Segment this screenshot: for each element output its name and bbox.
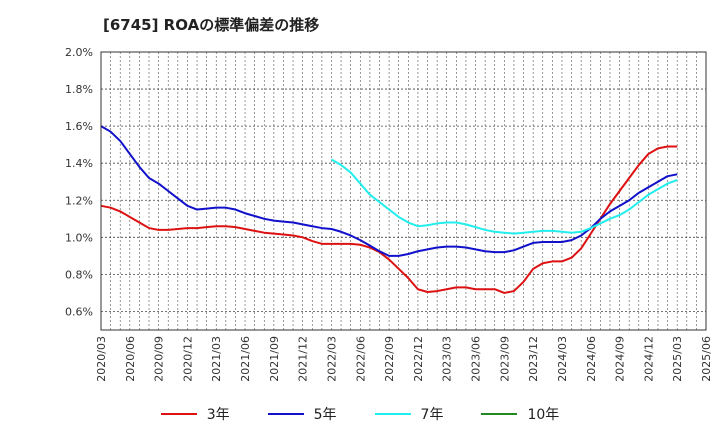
- x-tick-label: 2023/03: [441, 336, 454, 382]
- legend-label-7y: 7年: [420, 407, 444, 423]
- x-tick-label: 2020/09: [153, 336, 166, 382]
- legend-item-7y: 7年: [374, 404, 444, 424]
- y-tick-label: 1.4%: [65, 157, 93, 170]
- y-tick-label: 1.2%: [65, 194, 93, 207]
- x-tick-label: 2025/03: [671, 336, 684, 382]
- x-tick-label: 2022/09: [383, 336, 396, 382]
- plot-area: [101, 52, 706, 330]
- x-tick-label: 2022/03: [325, 336, 338, 382]
- x-tick-label: 2021/12: [297, 336, 310, 382]
- legend-swatch-7y: [374, 413, 411, 415]
- frame-layer: [100, 51, 707, 331]
- legend: 3年 5年 7年 10年: [0, 404, 720, 424]
- legend-item-3y: 3年: [160, 404, 230, 424]
- y-tick-labels: 0.6% 0.8% 1.0% 1.2% 1.4% 1.6% 1.8% 2.0%: [65, 46, 93, 318]
- x-tick-label: 2021/06: [239, 336, 252, 382]
- series-line-0: [100, 145, 678, 294]
- x-tick-label: 2025/06: [700, 336, 713, 382]
- legend-label-3y: 3年: [206, 407, 230, 423]
- x-tick-label: 2021/03: [210, 336, 223, 382]
- x-tick-label: 2023/06: [470, 336, 483, 382]
- x-tick-label: 2021/09: [268, 336, 281, 382]
- series-line-2: [330, 158, 678, 235]
- x-tick-label: 2023/09: [498, 336, 511, 382]
- chart-title: [6745] ROAの標準偏差の推移: [103, 16, 320, 34]
- x-tick-label: 2022/12: [412, 336, 425, 382]
- x-tick-labels: 2020/03 2020/06 2020/09 2020/12 2021/03 2021/…: [95, 336, 713, 382]
- x-tick-label: 2024/06: [585, 336, 598, 382]
- x-tick-label: 2022/06: [354, 336, 367, 382]
- y-tick-label: 0.6%: [65, 305, 93, 318]
- series-line-1: [100, 125, 678, 257]
- plot-frame: [100, 51, 707, 331]
- legend-swatch-3y: [160, 413, 197, 415]
- legend-label-5y: 5年: [313, 407, 337, 423]
- y-tick-label: 2.0%: [65, 46, 93, 59]
- x-tick-label: 2023/12: [527, 336, 540, 382]
- legend-swatch-10y: [481, 413, 518, 415]
- x-tick-label: 2020/06: [124, 336, 137, 382]
- y-tick-label: 1.0%: [65, 231, 93, 244]
- y-tick-label: 0.8%: [65, 268, 93, 281]
- grid-layer: [100, 51, 707, 330]
- legend-swatch-5y: [267, 413, 304, 415]
- x-tick-label: 2020/03: [95, 336, 108, 382]
- y-tick-label: 1.6%: [65, 120, 93, 133]
- y-tick-label: 1.8%: [65, 83, 93, 96]
- x-tick-label: 2020/12: [181, 336, 194, 382]
- x-tick-label: 2024/09: [614, 336, 627, 382]
- legend-item-5y: 5年: [267, 404, 337, 424]
- x-tick-label: 2024/12: [642, 336, 655, 382]
- legend-item-10y: 10年: [481, 404, 559, 424]
- x-tick-label: 2024/03: [556, 336, 569, 382]
- series-layer: [100, 125, 678, 294]
- legend-label-10y: 10年: [527, 407, 560, 423]
